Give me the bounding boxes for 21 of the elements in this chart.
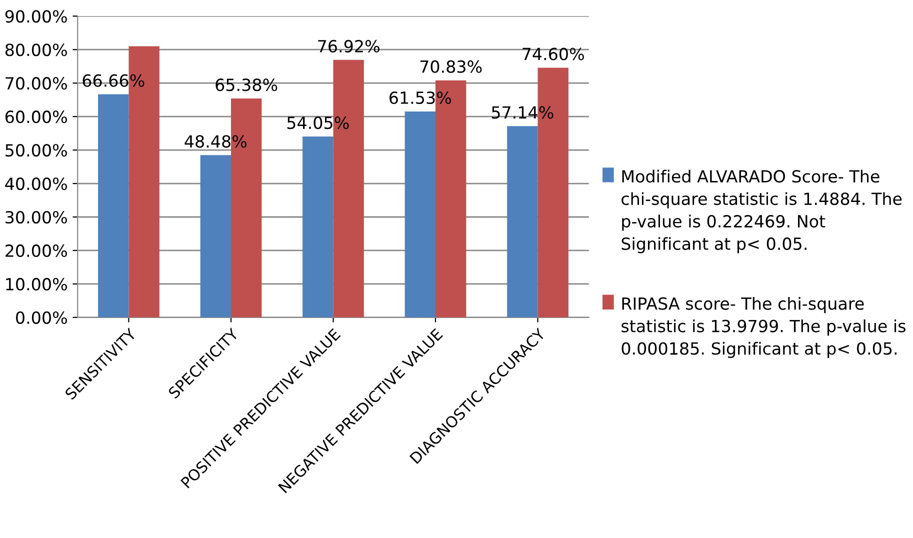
y-tick-label: 10.00% — [6, 278, 67, 291]
y-tick-label: 30.00% — [6, 210, 67, 224]
y-tick-label: 40.00% — [5, 177, 67, 190]
data-label: 70.83% — [420, 60, 482, 73]
y-tick-label: 20.00% — [6, 244, 67, 258]
legend-label: Modified ALVARADO Score- The chi-square statistic is 1.4884. The p-value is 0.222469. Not Significant at p< 0.05. — [622, 170, 902, 254]
bar — [200, 155, 231, 318]
bar — [302, 136, 334, 318]
legend-label: RIPASA score- The chi-square statistic is 13.9799. The p-value is 0.000185. Significant at p< 0.05. — [622, 296, 906, 358]
y-tick-label: 60.00% — [5, 110, 67, 124]
y-tick-label: 50.00% — [6, 144, 67, 157]
data-label: 65.38% — [216, 78, 278, 92]
y-tick-label: 90.00% — [5, 10, 67, 23]
bar — [404, 111, 436, 318]
y-tick-label: 0.00% — [16, 311, 67, 324]
data-label: 74.60% — [522, 48, 584, 60]
data-label: 76.92% — [318, 40, 380, 53]
bar — [98, 94, 129, 318]
y-tick-label: 70.00% — [6, 77, 67, 90]
y-tick-label: 80.00% — [5, 44, 67, 56]
bar — [507, 126, 538, 318]
